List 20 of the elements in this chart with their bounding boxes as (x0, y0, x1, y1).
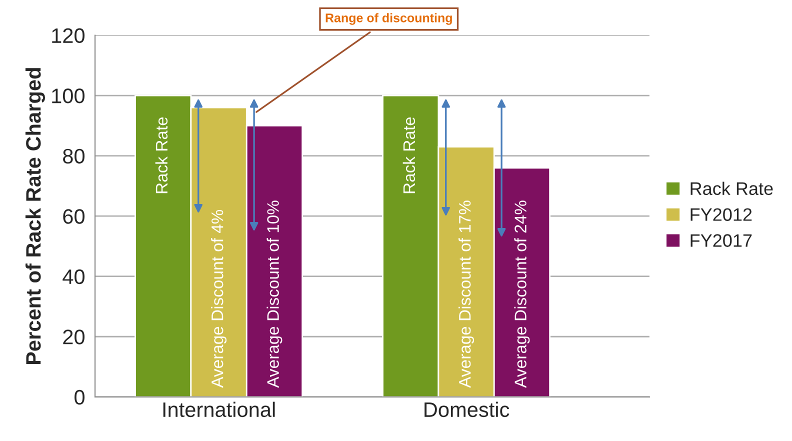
y-tick-label: 60 (63, 209, 85, 224)
annotation: Average Discount of 17% (458, 200, 474, 388)
annotation: Rack Rate (155, 117, 168, 194)
annotation: Rack Rate (402, 117, 416, 194)
legend-label: FY2012 (690, 208, 752, 221)
y-tick-label: 120 (52, 28, 85, 44)
x-tick-label: Domestic (424, 402, 510, 418)
x-tick-label: International (163, 402, 275, 418)
y-tick-label: 20 (63, 330, 85, 344)
y-tick-label: 0 (74, 390, 85, 405)
y-tick-label: 80 (63, 148, 85, 164)
legend-label: FY2017 (690, 234, 752, 247)
annotation: Average Discount of 10% (266, 200, 282, 388)
y-tick-label: 40 (62, 269, 85, 284)
text: Range of discounting (326, 13, 452, 25)
annotation: Average Discount of 4% (211, 210, 227, 388)
legend-label: Rack Rate (690, 182, 773, 196)
annotation: Average Discount of 24% (514, 200, 530, 388)
y-tick-label: 100 (52, 88, 85, 104)
y-axis-title: Percent of Rack Rate Charged (25, 68, 46, 364)
